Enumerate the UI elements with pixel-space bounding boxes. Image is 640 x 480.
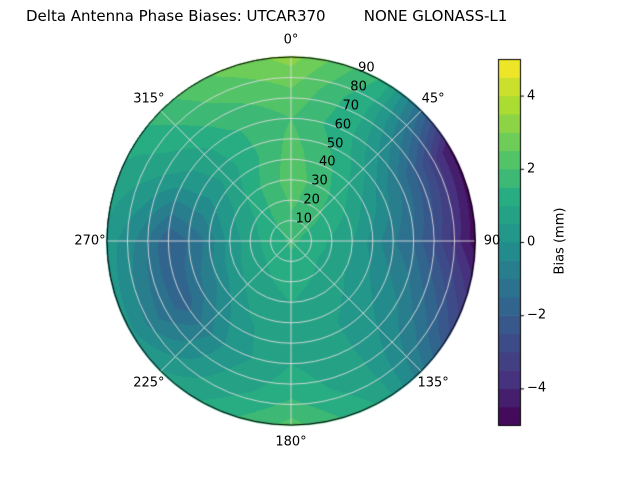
theta-tick-label-45: 45° — [421, 91, 445, 107]
radial-tick-label-30: 30 — [311, 173, 328, 189]
colorbar-tick-label--2: −2 — [527, 307, 547, 323]
theta-tick-label-315: 315° — [133, 91, 165, 107]
chart-title: Delta Antenna Phase Biases: UTCAR370 NON… — [26, 7, 508, 25]
radial-tick-label-80: 80 — [350, 79, 367, 95]
radial-tick-label-10: 10 — [295, 211, 313, 227]
colorbar-tick-label-0: 0 — [527, 234, 536, 250]
theta-tick-label-270: 270° — [74, 233, 106, 249]
theta-tick-label-0: 0° — [283, 32, 299, 48]
theta-tick-label-225: 225° — [133, 375, 165, 391]
radial-tick-label-20: 20 — [303, 192, 320, 208]
colorbar-tick-label-2: 2 — [527, 161, 536, 177]
theta-tick-label-90: 90 — [483, 233, 501, 249]
radial-tick-label-40: 40 — [319, 154, 336, 170]
colorbar-tick-label-4: 4 — [527, 88, 536, 104]
radial-tick-label-50: 50 — [326, 136, 344, 152]
colorbar-axis-label: Bias (mm) — [552, 207, 568, 275]
radial-tick-label-60: 60 — [334, 117, 352, 133]
radial-tick-label-90: 90 — [358, 60, 375, 76]
radial-tick-label-70: 70 — [342, 98, 360, 114]
theta-tick-label-135: 135° — [417, 375, 449, 391]
colorbar-tick-label--4: −4 — [527, 380, 547, 396]
theta-tick-label-180: 180° — [275, 434, 307, 450]
